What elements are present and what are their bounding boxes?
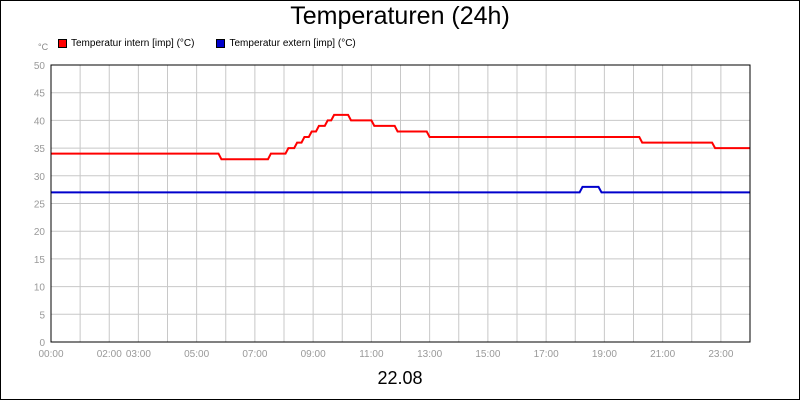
y-axis-ticks: 0 5 10 15 20 25 30 35 40 45 50 <box>34 61 46 349</box>
legend-item-intern: Temperatur intern [imp] (°C) <box>58 38 194 49</box>
legend-swatch-extern <box>216 39 226 48</box>
series-line-intern <box>51 113 750 161</box>
legend-item-extern: Temperatur extern [imp] (°C) <box>216 38 356 49</box>
x-tick-label: 03:00 <box>126 349 151 360</box>
series-lines <box>51 113 750 194</box>
y-tick-label: 15 <box>34 255 46 266</box>
legend-label-extern: Temperatur extern [imp] (°C) <box>229 38 356 49</box>
x-tick-label: 02:00 <box>97 349 122 360</box>
grid <box>51 65 750 342</box>
x-tick-label: 05:00 <box>184 349 209 360</box>
date-label: 22.08 <box>377 368 423 388</box>
y-tick-label: 30 <box>34 172 46 183</box>
y-tick-label: 40 <box>34 116 46 127</box>
x-tick-label: 19:00 <box>592 349 617 360</box>
series-line-extern <box>51 185 750 194</box>
legend: Temperatur intern [imp] (°C) Temperatur … <box>58 38 356 49</box>
y-tick-label: 20 <box>34 227 46 238</box>
x-tick-label: 17:00 <box>534 349 559 360</box>
x-tick-label: 21:00 <box>650 349 675 360</box>
y-tick-label: 45 <box>34 89 46 100</box>
x-tick-label: 00:00 <box>38 349 63 360</box>
y-tick-label: 35 <box>34 144 46 155</box>
x-tick-label: 15:00 <box>475 349 500 360</box>
x-tick-label: 11:00 <box>359 349 384 360</box>
y-tick-label: 25 <box>34 200 46 211</box>
legend-label-intern: Temperatur intern [imp] (°C) <box>71 38 195 49</box>
x-tick-label: 07:00 <box>242 349 267 360</box>
y-axis-unit: °C <box>38 42 49 52</box>
x-tick-label: 23:00 <box>708 349 733 360</box>
y-tick-label: 50 <box>34 61 46 72</box>
x-axis-ticks: 00:00 02:00 03:00 05:00 07:00 09:00 11:00 13:00… <box>38 349 733 360</box>
legend-swatch-intern <box>58 39 67 48</box>
chart-title: Temperaturen (24h) <box>290 2 510 30</box>
x-tick-label: 13:00 <box>417 349 442 360</box>
x-tick-label: 09:00 <box>301 349 326 360</box>
y-tick-label: 10 <box>34 283 46 294</box>
plot-border <box>50 64 751 343</box>
y-tick-label: 0 <box>39 338 45 349</box>
y-tick-label: 5 <box>39 310 45 321</box>
